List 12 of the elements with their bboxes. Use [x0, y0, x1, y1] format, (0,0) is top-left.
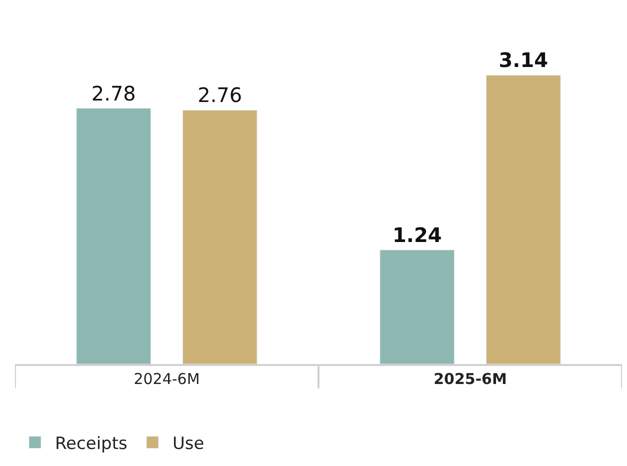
bar	[182, 110, 258, 364]
data-label: 2.78	[91, 81, 136, 106]
x-tick-label: 2025-6M	[434, 370, 507, 388]
data-label: 3.14	[498, 48, 548, 72]
bar	[76, 108, 152, 364]
bar	[486, 74, 561, 364]
bar	[380, 250, 455, 364]
legend-label: Use	[172, 434, 204, 454]
data-label: 1.24	[392, 222, 442, 247]
x-tick-label: 2024-6M	[134, 370, 200, 388]
legend-label: Receipts	[55, 434, 128, 454]
data-label: 2.76	[198, 83, 242, 108]
